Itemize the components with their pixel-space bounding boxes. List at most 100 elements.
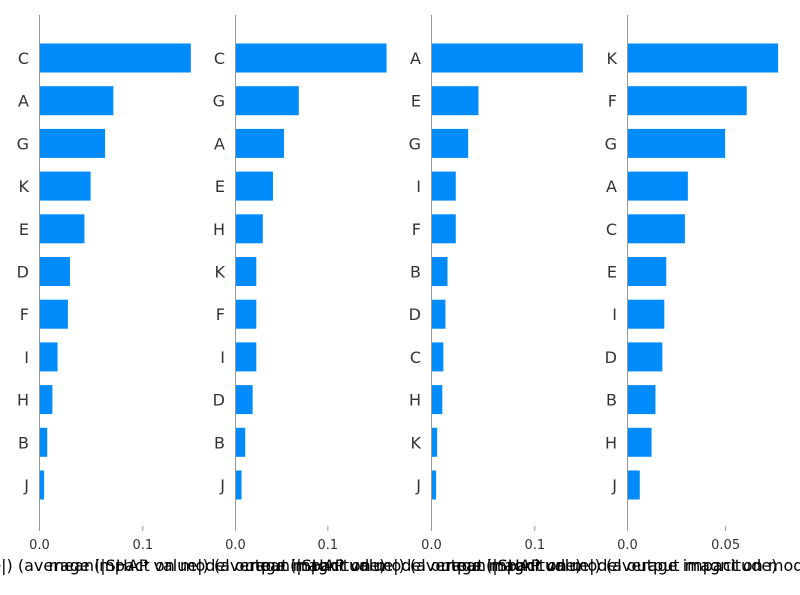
bar-B xyxy=(40,427,48,457)
bar-G xyxy=(628,128,726,158)
bar-H xyxy=(40,385,53,415)
category-label-I: I xyxy=(220,348,225,367)
bar-H xyxy=(432,385,443,415)
category-label-K: K xyxy=(411,433,422,452)
x-axis-label: mean(|SHAP value|) (average impact on mo… xyxy=(245,556,778,575)
category-label-I: I xyxy=(416,177,421,196)
bar-D xyxy=(628,342,663,372)
bar-J xyxy=(40,470,45,500)
category-label-E: E xyxy=(607,263,617,282)
bar-C xyxy=(40,43,191,73)
category-label-B: B xyxy=(18,433,29,452)
bar-I xyxy=(628,299,665,329)
chart-panel-1: C A G K E D F I H B J 0.0 0.1 mean(|SHAP value|) (ave… xyxy=(0,15,385,575)
bar-K xyxy=(432,427,438,457)
category-label-E: E xyxy=(411,92,421,111)
bar-A xyxy=(432,43,583,73)
bar-K xyxy=(40,171,91,201)
bar-A xyxy=(628,171,688,201)
x-tick-label: 0.0 xyxy=(421,538,442,553)
bar-G xyxy=(40,128,106,158)
bar-D xyxy=(40,257,70,286)
bar-H xyxy=(236,214,263,244)
category-label-G: G xyxy=(213,92,225,111)
category-label-H: H xyxy=(605,433,617,452)
category-label-B: B xyxy=(410,263,421,282)
category-label-D: D xyxy=(605,348,617,367)
category-label-J: J xyxy=(23,476,29,495)
x-axis-label: mean(|SHAP value|) (average impact on mo… xyxy=(441,556,800,575)
category-label-A: A xyxy=(410,49,421,68)
x-tick-label: 0.1 xyxy=(132,538,153,553)
bar-J xyxy=(432,470,437,500)
bar-E xyxy=(236,171,273,201)
chart-panel-3: A E G I F B D C H K J 0.0 0.1 mean(|SHAP value|) (ave… xyxy=(245,15,778,575)
bar-J xyxy=(236,470,242,500)
bar-E xyxy=(40,214,85,244)
category-label-F: F xyxy=(412,220,421,239)
bar-C xyxy=(628,214,685,244)
category-label-D: D xyxy=(17,263,29,282)
bar-I xyxy=(236,342,257,372)
category-label-E: E xyxy=(19,220,29,239)
category-label-G: G xyxy=(17,134,29,153)
bar-K xyxy=(628,43,779,73)
category-label-K: K xyxy=(215,263,226,282)
category-label-A: A xyxy=(18,92,29,111)
x-tick-label: 0.0 xyxy=(29,538,50,553)
x-tick-label: 0.1 xyxy=(318,538,339,553)
category-label-G: G xyxy=(409,134,421,153)
x-axis-label: mean(|SHAP value|) (average impact on mo… xyxy=(0,556,385,575)
category-label-E: E xyxy=(215,177,225,196)
bar-F xyxy=(628,86,747,116)
bar-D xyxy=(236,385,253,415)
bar-I xyxy=(40,342,58,372)
bar-D xyxy=(432,299,446,329)
category-label-C: C xyxy=(606,220,617,239)
category-label-B: B xyxy=(606,391,617,410)
bar-E xyxy=(628,257,667,286)
category-label-B: B xyxy=(214,433,225,452)
bar-J xyxy=(628,470,640,500)
category-label-D: D xyxy=(213,391,225,410)
category-label-F: F xyxy=(216,305,225,324)
category-label-J: J xyxy=(219,476,225,495)
bar-H xyxy=(628,427,652,457)
category-label-J: J xyxy=(415,476,421,495)
x-axis-label: mean(|SHAP value|) (average impact on mo… xyxy=(49,556,582,575)
category-label-F: F xyxy=(608,92,617,111)
x-tick-label: 0.0 xyxy=(617,538,638,553)
category-label-K: K xyxy=(19,177,30,196)
category-label-H: H xyxy=(17,391,29,410)
bar-F xyxy=(236,299,257,329)
chart-panel-4: K F G A C E I D B H J 0.0 0.05 mean(|SHAP value|) (av… xyxy=(441,15,800,575)
category-label-K: K xyxy=(607,49,618,68)
bar-A xyxy=(236,128,285,158)
bar-G xyxy=(236,86,299,116)
bar-E xyxy=(432,86,479,116)
category-label-I: I xyxy=(612,305,617,324)
category-label-A: A xyxy=(214,134,225,153)
category-label-C: C xyxy=(18,49,29,68)
category-label-A: A xyxy=(606,177,617,196)
category-label-J: J xyxy=(611,476,617,495)
bar-B xyxy=(432,257,448,286)
chart-panel-2: C G A E H K F I D B J 0.0 0.1 mean(|SHAP value|) (ave… xyxy=(49,15,582,575)
bar-G xyxy=(432,128,469,158)
bar-A xyxy=(40,86,114,116)
bar-B xyxy=(628,385,656,415)
bar-C xyxy=(432,342,444,372)
category-label-F: F xyxy=(20,305,29,324)
category-label-I: I xyxy=(24,348,29,367)
category-label-D: D xyxy=(409,305,421,324)
category-label-C: C xyxy=(410,348,421,367)
category-label-H: H xyxy=(213,220,225,239)
x-tick-label: 0.0 xyxy=(225,538,246,553)
category-label-G: G xyxy=(605,134,617,153)
bar-K xyxy=(236,257,257,286)
bar-C xyxy=(236,43,387,73)
bar-F xyxy=(40,299,68,329)
category-label-C: C xyxy=(214,49,225,68)
